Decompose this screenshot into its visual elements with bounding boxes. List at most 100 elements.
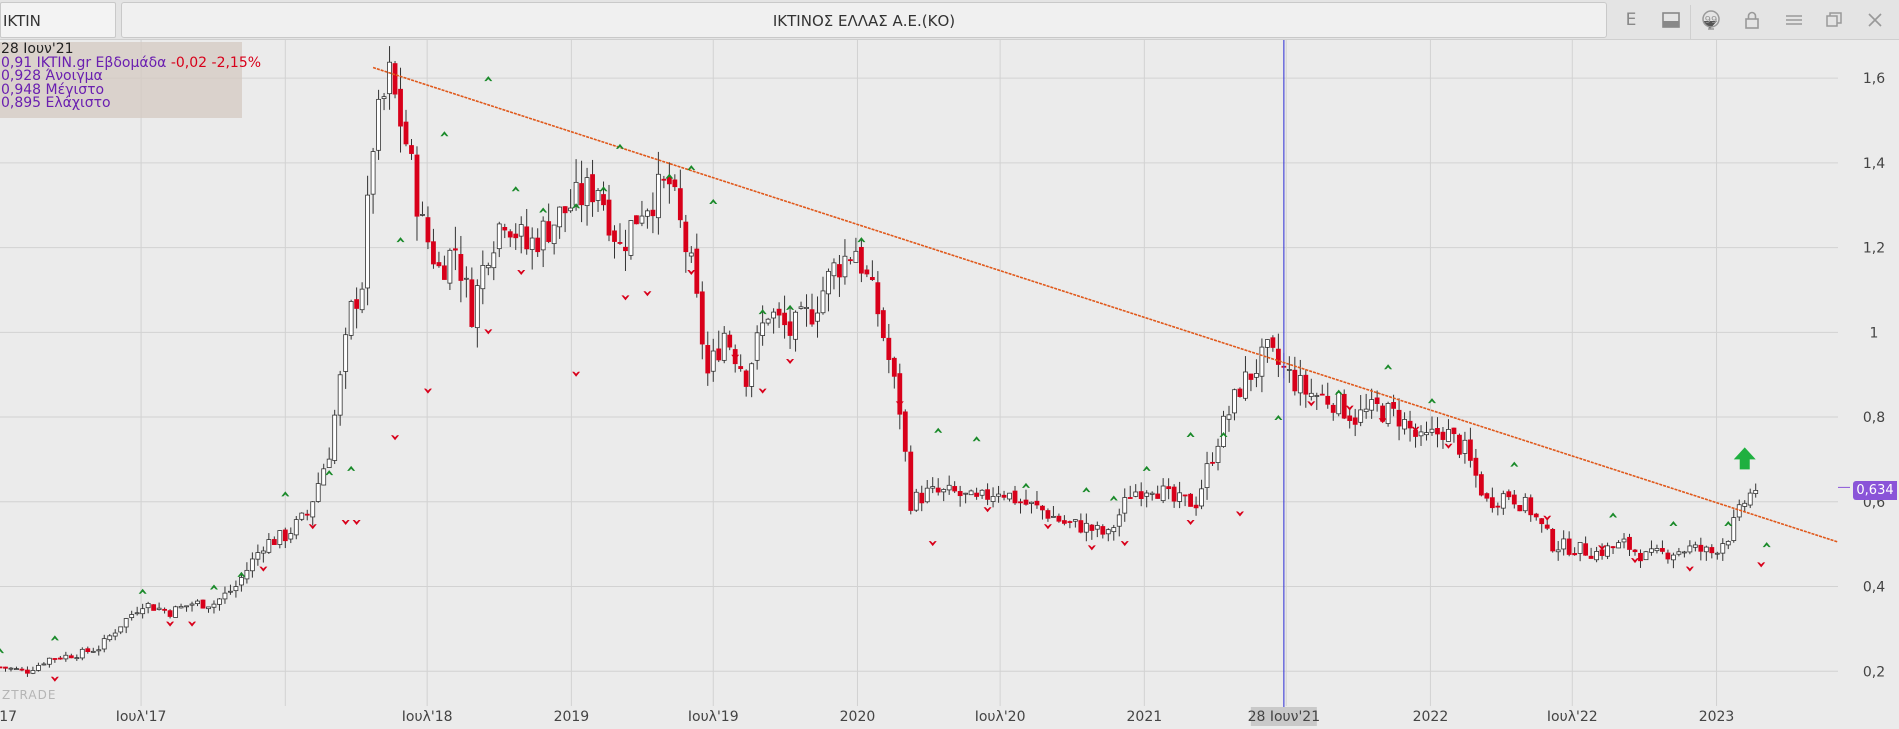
candle-up: [1144, 492, 1150, 497]
candle-down: [1610, 546, 1616, 549]
candle-up: [107, 635, 113, 641]
candle-down: [1166, 486, 1172, 490]
candle-down: [68, 655, 74, 659]
candle-up: [1500, 493, 1506, 509]
fractal-down-marker: [895, 401, 904, 407]
candle-up: [1336, 391, 1342, 415]
candle-down: [661, 178, 667, 181]
fractal-down-marker: [1444, 443, 1453, 449]
candle-up: [233, 586, 239, 592]
candle-down: [1495, 505, 1501, 508]
candle-up: [129, 614, 135, 618]
dropdown-icon[interactable]: [1690, 5, 1728, 41]
candle-down: [354, 299, 360, 309]
candle-up: [1149, 492, 1155, 495]
candle-down: [452, 248, 458, 251]
candle-down: [1506, 491, 1512, 498]
candle-down: [1067, 521, 1073, 523]
candle-down: [1583, 543, 1589, 556]
candle-down: [666, 176, 672, 185]
e-button[interactable]: E: [1617, 6, 1645, 34]
fractal-down-marker: [1378, 418, 1387, 424]
candle-down: [1012, 490, 1018, 504]
fractal-up-marker: [1669, 520, 1678, 526]
candle-up: [721, 332, 727, 361]
candle-down: [957, 491, 963, 497]
quote-icon[interactable]: 99: [1697, 6, 1725, 34]
candle-up: [1111, 527, 1117, 533]
candle-up: [315, 483, 321, 502]
candle-down: [1511, 494, 1517, 505]
info-close-label: IKTIN.gr Εβδομάδα: [36, 54, 167, 71]
candle-up: [628, 220, 634, 256]
candle-up: [1418, 431, 1424, 437]
candle-up: [963, 492, 969, 495]
layout-icon[interactable]: [1657, 6, 1685, 34]
fractal-up-marker: [1186, 432, 1195, 438]
candle-up: [1363, 408, 1369, 413]
fractal-up-marker: [1274, 415, 1283, 421]
fractal-down-marker: [352, 519, 361, 525]
fractal-down-marker: [1043, 524, 1052, 530]
restore-icon[interactable]: [1820, 6, 1848, 34]
symbol-input[interactable]: IKTIN: [0, 2, 116, 38]
fractal-down-marker: [621, 295, 630, 301]
fractal-down-marker: [1087, 545, 1096, 551]
instrument-title-box[interactable]: ΙΚΤΙΝΟΣ ΕΛΛΑΣ Α.Ε.(ΚΟ): [121, 2, 1717, 41]
candle-up: [804, 306, 809, 309]
fractal-down-marker: [1757, 562, 1766, 568]
fractal-up-marker: [511, 186, 520, 192]
candle-up: [463, 277, 469, 280]
candle-up: [1555, 549, 1561, 553]
candle-down: [1660, 548, 1665, 552]
candle-down: [469, 279, 475, 327]
candle-down: [271, 539, 277, 545]
candle-up: [1687, 545, 1693, 553]
candle-down: [1391, 402, 1396, 409]
candle-up: [332, 414, 338, 461]
close-icon[interactable]: [1861, 6, 1889, 34]
fractal-down-marker: [758, 388, 767, 394]
candle-down: [579, 183, 584, 206]
candle-down: [848, 259, 853, 262]
candle-down: [875, 282, 881, 315]
candle-up: [222, 592, 228, 600]
candle-up: [217, 598, 222, 605]
candle-down: [562, 206, 568, 214]
minimize-icon[interactable]: [1780, 6, 1808, 34]
candle-down: [546, 221, 552, 242]
candle-up: [1215, 445, 1221, 463]
fractal-up-marker: [325, 470, 334, 476]
candle-up: [184, 605, 189, 608]
top-toolbar: IKTIN ΙΚΤΙΝΟΣ ΕΛΛΑΣ Α.Ε.(ΚΟ) E 99: [0, 0, 1899, 41]
candle-down: [1182, 494, 1188, 497]
candle-down: [601, 194, 606, 206]
candle-up: [178, 605, 184, 609]
candle-down: [1517, 505, 1523, 512]
fractal-down-marker: [687, 270, 696, 276]
candle-down: [1127, 497, 1133, 499]
fractal-up-marker: [972, 436, 981, 442]
candle-up: [1649, 548, 1654, 553]
fractal-up-marker: [237, 571, 246, 577]
svg-text:99: 99: [1705, 15, 1718, 26]
info-high-label: Μέγιστο: [45, 81, 105, 98]
candle-up: [1122, 497, 1128, 514]
lock-icon[interactable]: [1738, 6, 1766, 34]
candle-up: [1720, 543, 1726, 554]
candle-up: [557, 206, 563, 228]
candle-up: [1369, 399, 1375, 411]
fractal-down-marker: [1685, 566, 1694, 572]
candle-down: [1089, 524, 1095, 531]
candle-up: [337, 374, 343, 416]
candle-up: [239, 577, 244, 586]
candle-down: [672, 179, 678, 188]
fractal-up-marker: [1109, 495, 1118, 501]
candle-down: [57, 657, 63, 660]
candle-up: [645, 210, 650, 217]
fractal-up-marker: [0, 648, 4, 654]
candle-up: [8, 667, 14, 670]
candlestick-chart[interactable]: 0,20,40,60,811,21,41,62017Ιουλ'17Ιουλ'18…: [0, 40, 1899, 729]
candle-up: [1297, 375, 1303, 394]
candle-down: [716, 348, 722, 361]
